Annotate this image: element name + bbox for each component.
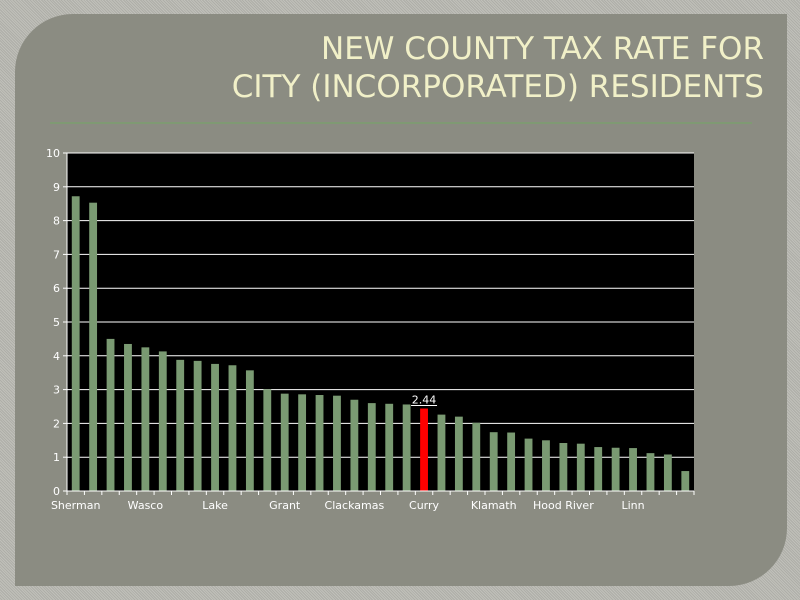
y-tick-label: 4 bbox=[53, 350, 60, 363]
labels: 0 1 2 3 4 5 6 7 8 9 10 Sherman Wasco Lake Grant Clackam… bbox=[46, 147, 645, 512]
bar-highlighted bbox=[420, 408, 428, 491]
bar bbox=[193, 360, 202, 491]
axes bbox=[63, 152, 695, 495]
bar bbox=[280, 393, 289, 491]
bar bbox=[124, 343, 132, 491]
bar bbox=[176, 359, 185, 491]
slide-title-line1: NEW COUNTY TAX RATE FOR bbox=[321, 31, 764, 67]
bar bbox=[611, 447, 620, 491]
bar bbox=[594, 447, 603, 491]
y-tick-label: 9 bbox=[53, 181, 60, 194]
slide-title-line2: CITY (INCORPORATED) RESIDENTS bbox=[231, 69, 764, 105]
bar bbox=[472, 422, 481, 491]
bar bbox=[89, 202, 98, 491]
bar bbox=[333, 395, 341, 491]
bar bbox=[298, 394, 307, 491]
bar bbox=[646, 453, 655, 491]
y-tick-label: 3 bbox=[53, 384, 60, 397]
x-tick-label: Clackamas bbox=[325, 499, 385, 512]
bar bbox=[245, 370, 254, 491]
y-tick-label: 5 bbox=[53, 316, 60, 329]
bars bbox=[71, 196, 690, 492]
bar bbox=[211, 363, 219, 491]
bar bbox=[559, 443, 568, 491]
x-tick-label: Grant bbox=[269, 499, 301, 512]
x-tick-label: Curry bbox=[409, 499, 440, 512]
bar bbox=[158, 351, 167, 491]
bar bbox=[524, 438, 533, 491]
bar bbox=[385, 403, 394, 491]
x-tick-label: Wasco bbox=[128, 499, 164, 512]
y-tick-label: 6 bbox=[53, 282, 60, 295]
y-tick-label: 0 bbox=[53, 485, 60, 498]
bar bbox=[228, 365, 237, 491]
x-tick-label: Klamath bbox=[471, 499, 517, 512]
bar bbox=[507, 432, 516, 491]
bar bbox=[367, 403, 376, 491]
y-tick-label: 2 bbox=[53, 417, 60, 430]
bar bbox=[629, 448, 637, 491]
bar bbox=[681, 471, 690, 491]
y-tick-label: 10 bbox=[46, 147, 60, 160]
bar bbox=[106, 338, 115, 491]
x-tick-label: Sherman bbox=[51, 499, 101, 512]
bar bbox=[489, 432, 498, 491]
y-tick-label: 8 bbox=[53, 215, 60, 228]
x-tick-label: Lake bbox=[202, 499, 228, 512]
slide-title: NEW COUNTY TAX RATE FOR CITY (INCORPORAT… bbox=[44, 30, 764, 106]
x-tick-label: Linn bbox=[621, 499, 644, 512]
bar bbox=[542, 440, 550, 491]
bar bbox=[437, 414, 446, 491]
bar bbox=[71, 196, 80, 492]
y-tick-label: 1 bbox=[53, 451, 60, 464]
x-tick-label: Hood River bbox=[533, 499, 594, 512]
title-divider bbox=[50, 122, 752, 124]
bar bbox=[663, 454, 672, 491]
bar bbox=[576, 443, 585, 491]
data-label: 2.44 bbox=[412, 394, 437, 407]
bar bbox=[315, 395, 324, 491]
bar bbox=[402, 404, 411, 491]
bar bbox=[454, 416, 463, 491]
y-tick-label: 7 bbox=[53, 248, 60, 261]
bar bbox=[263, 389, 272, 491]
bar bbox=[350, 399, 359, 491]
bar bbox=[141, 347, 150, 491]
gridlines bbox=[67, 152, 694, 458]
